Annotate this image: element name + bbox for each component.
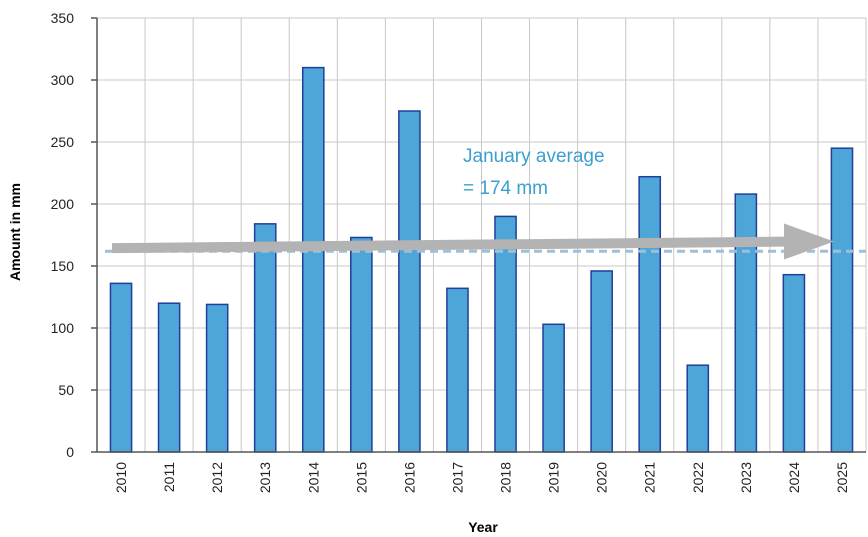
x-axis-ticks: 2010 2011 2012 2013 2014 2015 2016 2017 2018 2019… (113, 462, 850, 493)
y-tick-label: 300 (51, 72, 75, 88)
y-tick-label: 150 (51, 258, 75, 274)
bar (782, 273, 806, 453)
x-tick-label: 2010 (113, 462, 129, 493)
y-tick-label: 0 (66, 444, 74, 460)
bar (205, 303, 229, 453)
bar (542, 323, 565, 453)
axes (91, 17, 866, 453)
y-tick-label: 200 (51, 196, 75, 212)
x-tick-label: 2011 (161, 462, 177, 492)
x-tick-label: 2013 (257, 462, 273, 493)
bar (398, 110, 421, 453)
x-tick-label: 2017 (449, 462, 465, 493)
bar (109, 282, 133, 453)
x-tick-label: 2018 (498, 462, 514, 493)
x-tick-label: 2023 (738, 462, 754, 493)
y-tick-label: 250 (51, 134, 75, 150)
gridlines (96, 17, 867, 453)
average-annotation-line2: = 174 mm (463, 178, 548, 199)
y-tick-label: 100 (51, 320, 75, 336)
y-axis-title: Amount in mm (7, 183, 23, 281)
x-tick-label: 2019 (546, 462, 562, 493)
trend-arrowhead (784, 223, 834, 260)
bar (253, 223, 277, 453)
bar (638, 175, 662, 453)
bar (590, 270, 613, 453)
x-tick-label: 2012 (209, 462, 225, 493)
x-tick-label: 2022 (690, 462, 706, 493)
x-tick-label: 2025 (834, 462, 850, 493)
x-axis-title: Year (468, 519, 498, 535)
x-tick-label: 2024 (786, 462, 802, 493)
y-axis-ticks: 0 50 100 150 200 250 300 350 (51, 10, 75, 460)
bars (109, 66, 854, 453)
trend-shaft (111, 236, 793, 254)
bar (157, 302, 181, 453)
x-tick-label: 2014 (305, 462, 321, 493)
bar (301, 66, 325, 453)
bar (446, 287, 469, 453)
bar (830, 147, 854, 453)
bar (734, 193, 758, 453)
y-tick-label: 50 (58, 382, 74, 398)
y-tick-label: 350 (51, 10, 75, 26)
x-tick-label: 2016 (401, 462, 417, 493)
x-tick-label: 2021 (642, 462, 658, 493)
average-annotation-line1: January average (463, 146, 605, 167)
x-tick-label: 2020 (594, 462, 610, 493)
trend-arrow (111, 223, 834, 260)
x-tick-label: 2015 (353, 462, 369, 493)
bar (686, 364, 710, 453)
bar (350, 236, 373, 453)
